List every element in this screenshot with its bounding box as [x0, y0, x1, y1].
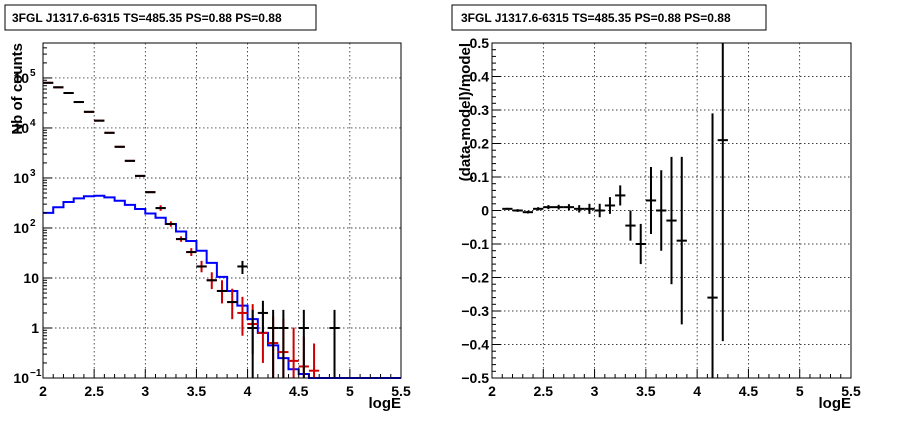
right-y-tick-label: 0.5 — [470, 35, 490, 51]
left-x-tick-label: 5 — [346, 383, 354, 399]
right-x-tick-label: 5.5 — [841, 383, 861, 399]
right-y-tick-label: −0.2 — [461, 270, 489, 286]
right-y-tick-label: −0.1 — [461, 236, 489, 252]
left-y-tick-label: 1 — [31, 320, 39, 336]
left-y-tick-exponent: 2 — [30, 218, 36, 229]
left-y-tick-exponent: 3 — [30, 168, 36, 179]
right-y-axis: −0.5 −0.4 −0.3 −0.2 −0.1 0 0.1 0.2 0.3 0.4 0.5 — [461, 35, 501, 386]
left-y-tick-label: 10 — [13, 220, 29, 236]
right-x-tick-label: 4 — [693, 383, 701, 399]
left-y-tick-label: 10 — [13, 170, 29, 186]
left-title: 3FGL J1317.6-6315 TS=485.35 PS=0.88 PS=0… — [12, 11, 282, 25]
left-x-axis: 2 2.5 3 3.5 4 4.5 5 5.5 — [39, 369, 411, 399]
right-y-tick-label: −0.4 — [461, 337, 489, 353]
right-x-tick-label: 3.5 — [636, 383, 656, 399]
right-x-axis-title: logE — [819, 395, 852, 412]
left-y-tick-label: 10 — [13, 120, 29, 136]
left-x-tick-label: 2.5 — [84, 383, 104, 399]
right-y-tick-label: 0.4 — [470, 69, 490, 85]
right-x-tick-label: 5 — [796, 383, 804, 399]
right-y-axis-title: (data-model)/model — [457, 43, 474, 181]
left-x-tick-label: 2 — [39, 383, 47, 399]
right-y-tick-label: 0 — [481, 203, 489, 219]
left-model-histogram — [43, 194, 401, 379]
right-panel: 2 2.5 3 3.5 4 4.5 5 5.5 −0.5 −0.4 −0.3 −0.2 −0.1 0 0.… — [451, 4, 861, 412]
left-plot-frame — [42, 42, 402, 379]
right-title: 3FGL J1317.6-6315 TS=485.35 PS=0.88 PS=0… — [461, 11, 731, 25]
right-x-tick-label: 3 — [591, 383, 599, 399]
left-y-tick-label: 10 — [13, 70, 29, 86]
left-y-tick-exponent: 5 — [30, 68, 36, 79]
right-y-tick-label: −0.5 — [461, 370, 489, 386]
right-x-tick-label: 2.5 — [534, 383, 554, 399]
right-y-tick-label: −0.3 — [461, 303, 489, 319]
left-x-tick-label: 3 — [141, 383, 149, 399]
right-y-tick-label: 0.3 — [470, 102, 490, 118]
right-x-tick-label: 4.5 — [739, 383, 759, 399]
left-title-box — [4, 4, 317, 31]
right-y-tick-label: 0.2 — [470, 136, 490, 152]
left-y-tick-exponent: −1 — [30, 368, 42, 379]
right-title-box — [451, 4, 767, 31]
model-histogram-line — [43, 194, 401, 379]
left-y-axis-title: Nb of counts — [9, 43, 26, 135]
left-x-tick-label: 4 — [244, 383, 252, 399]
right-residual-points — [502, 43, 728, 378]
right-x-tick-label: 2 — [488, 383, 496, 399]
left-x-axis-title: logE — [369, 395, 402, 412]
right-y-tick-label: 0.1 — [470, 169, 490, 185]
left-y-tick-exponent: 4 — [30, 118, 36, 129]
left-x-tick-label: 4.5 — [289, 383, 309, 399]
left-y-tick-label: 10 — [13, 370, 29, 386]
left-x-tick-label: 3.5 — [187, 383, 207, 399]
left-y-tick-label: 10 — [23, 270, 39, 286]
left-data-points — [43, 81, 340, 378]
left-x-tick-label: 5.5 — [391, 383, 411, 399]
right-x-axis: 2 2.5 3 3.5 4 4.5 5 5.5 — [488, 369, 861, 399]
